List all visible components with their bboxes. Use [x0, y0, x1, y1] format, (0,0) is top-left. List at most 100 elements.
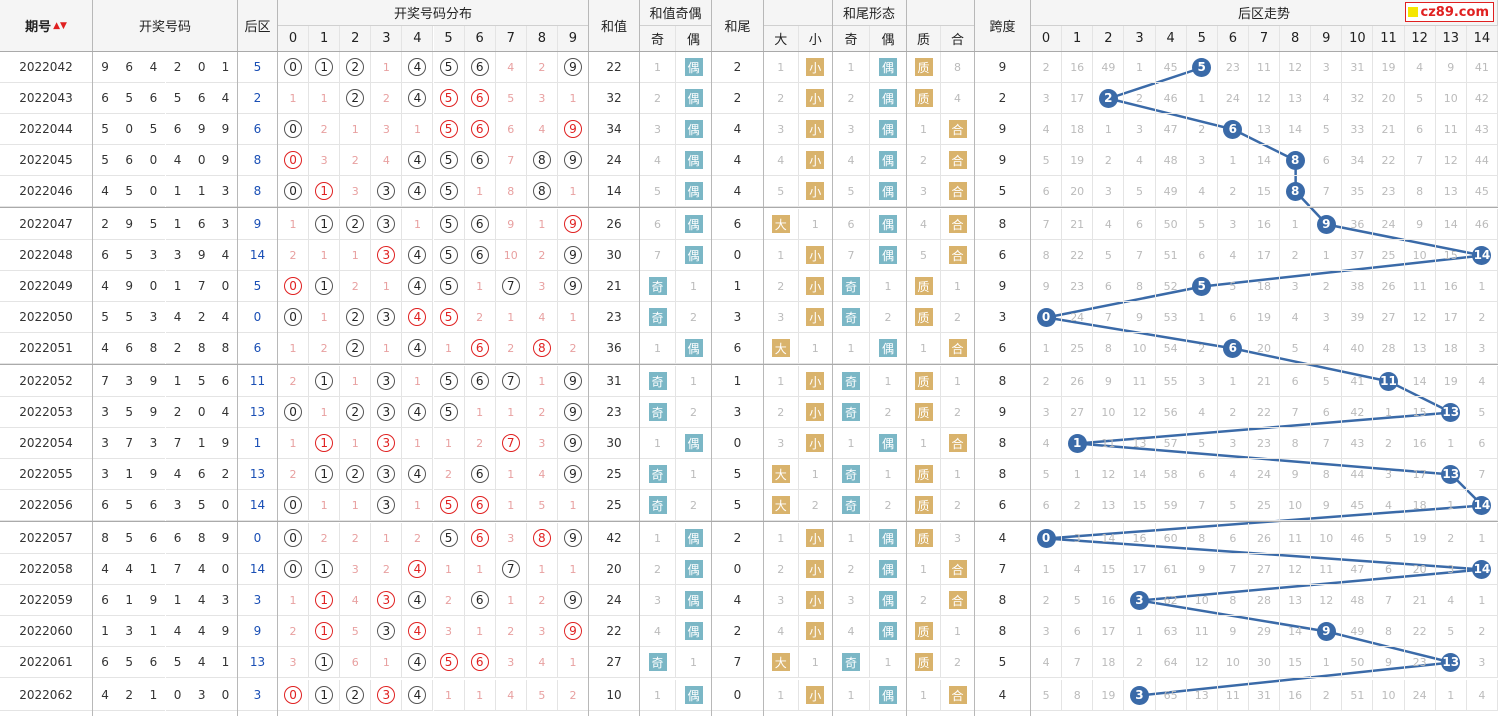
pc-cell: 合 — [941, 176, 975, 207]
trend-miss: 19 — [1412, 531, 1427, 545]
column-separator — [92, 0, 93, 716]
bs-tag-text: 小 — [809, 91, 822, 106]
trend-miss: 8 — [1073, 688, 1081, 702]
trend-cell: 13 — [1248, 114, 1281, 145]
trend-miss: 6 — [1198, 248, 1206, 262]
trend-miss: 22 — [1070, 248, 1085, 262]
oe-miss: 1 — [847, 341, 855, 355]
dist-ball: 0 — [284, 277, 303, 295]
draw-number: 5 — [125, 655, 134, 669]
trend-cell: 1 — [1217, 145, 1249, 176]
dist-miss: 2 — [320, 531, 328, 545]
trend-miss: 3 — [1073, 531, 1081, 545]
trend-miss: 32 — [1350, 91, 1365, 105]
trend-cell: 49 — [1093, 52, 1125, 83]
trend-cell: 13 — [1435, 459, 1467, 490]
draw-number-cell: 9 — [213, 114, 238, 145]
trend-cell: 3 — [1186, 145, 1218, 176]
back-cell: 11 — [238, 366, 278, 397]
bs-cell: 大 — [764, 647, 799, 678]
trend-miss: 1 — [1073, 467, 1081, 481]
dist-ball-number: 5 — [444, 60, 453, 74]
draw-number-cell: 6 — [141, 83, 166, 114]
trend-miss: 41 — [1350, 374, 1365, 388]
draw-number: 5 — [101, 153, 109, 167]
trend-miss: 1 — [1042, 341, 1050, 355]
bs-cell: 1 — [798, 209, 833, 240]
draw-number-cell: 4 — [189, 585, 214, 616]
oe-tag: 偶 — [879, 120, 897, 138]
oe-miss: 1 — [884, 655, 892, 669]
parity-cell: 偶 — [676, 114, 712, 145]
trend-cell: 27 — [1062, 397, 1094, 428]
trend-miss: 5 — [1447, 624, 1455, 638]
back-value: 0 — [253, 310, 262, 324]
trend-cell: 22 — [1062, 240, 1094, 271]
trend-cell: 24 — [1217, 83, 1249, 114]
tail-value: 4 — [733, 153, 742, 167]
trend-miss: 17 — [1443, 310, 1458, 324]
back-value: 14 — [249, 498, 266, 512]
draw-number: 5 — [125, 310, 134, 324]
trend-ball: 6 — [1223, 119, 1243, 139]
draw-number: 6 — [101, 91, 109, 105]
parity-cell: 偶 — [676, 680, 712, 711]
pc-cell: 1 — [941, 459, 975, 490]
draw-number: 6 — [125, 153, 134, 167]
trend-cell: 17 — [1124, 554, 1156, 585]
dist-cell: 1 — [371, 52, 403, 83]
parity-miss: 1 — [690, 279, 697, 293]
trend-cell: 23 — [1062, 271, 1094, 302]
draw-number: 3 — [125, 374, 134, 388]
trend-cell: 6 — [1186, 459, 1218, 490]
oe-tag: 偶 — [879, 434, 897, 452]
period-header[interactable]: 期号 ▲▼ — [0, 0, 93, 52]
trend-miss: 6 — [1291, 374, 1299, 388]
trend-miss: 7 — [1073, 655, 1081, 669]
draw-number: 6 — [149, 655, 158, 669]
trend-miss: 24 — [1070, 310, 1085, 324]
period-value: 2022055 — [19, 467, 73, 481]
dist-cell: 5 — [433, 52, 465, 83]
trend-miss: 13 — [1412, 341, 1427, 355]
dist-miss: 1 — [413, 436, 421, 450]
sum-value: 36 — [606, 341, 622, 355]
trend-miss: 3 — [1478, 655, 1486, 669]
dist-ball-number: 1 — [320, 467, 328, 481]
draw-number-cell: 5 — [93, 302, 118, 333]
trend-cell: 18 — [1248, 271, 1281, 302]
sub-label: 质 — [916, 33, 930, 48]
period-cell: 2022053 — [0, 397, 93, 428]
period-value: 2022046 — [19, 184, 73, 198]
trend-col-header-14: 14 — [1466, 26, 1498, 52]
trend-miss: 61 — [1163, 562, 1178, 576]
dist-miss: 2 — [351, 153, 359, 167]
bs-cell: 3 — [764, 585, 799, 616]
draw-number: 1 — [197, 436, 206, 450]
trend-cell: 1 — [1186, 83, 1218, 114]
draw-number-cell: 1 — [213, 647, 238, 678]
oe-cell: 3 — [833, 114, 870, 145]
trend-miss: 6 — [1073, 624, 1081, 638]
span-cell: 6 — [975, 333, 1031, 364]
trend-miss: 48 — [1350, 593, 1365, 607]
site-logo[interactable]: cz89.com — [1404, 2, 1494, 22]
dist-cell: 5 — [433, 176, 465, 207]
sum-value: 24 — [606, 593, 622, 607]
draw-number-cell: 3 — [165, 240, 190, 271]
trend-cell: 53 — [1155, 302, 1187, 333]
parity-tag-text: 偶 — [687, 562, 700, 577]
dist-ball: 2 — [346, 686, 365, 704]
dist-cell: 0 — [278, 397, 310, 428]
dist-cell: 2 — [278, 366, 310, 397]
back-cell: 0 — [238, 523, 278, 554]
tail-cell: 2 — [712, 523, 764, 554]
dist-ball-number: 6 — [475, 153, 484, 167]
draw-number-cell: 0 — [141, 145, 166, 176]
dist-digit-label: 4 — [413, 31, 422, 46]
trend-cell: 4 — [1217, 240, 1249, 271]
dist-ball: 5 — [439, 120, 458, 138]
oe-cell: 7 — [833, 240, 870, 271]
oe-tag: 偶 — [879, 151, 897, 169]
bs-miss: 2 — [777, 279, 785, 293]
